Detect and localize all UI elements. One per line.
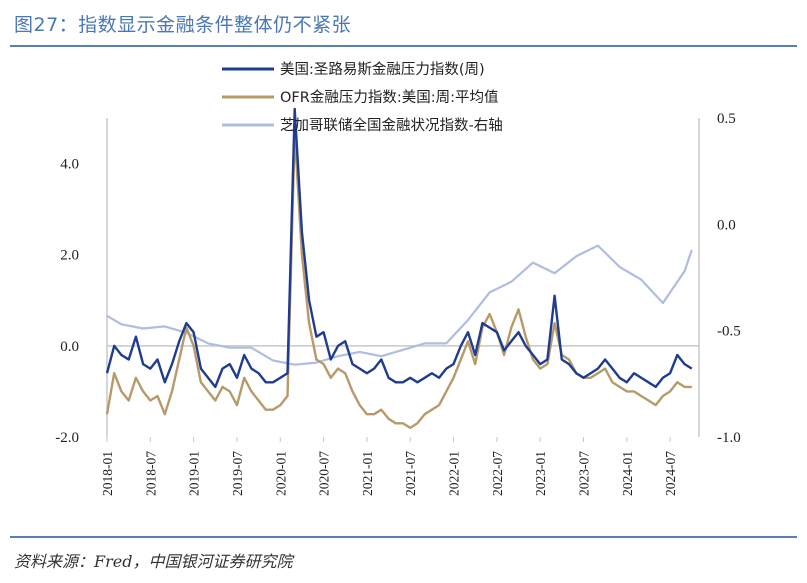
source-note: 资料来源：Fred，中国银河证券研究院 xyxy=(14,552,293,571)
y-right-tick-label: -1.0 xyxy=(717,430,741,446)
x-tick-label: 2018-01 xyxy=(100,451,115,496)
figure-title: 图27：指数显示金融条件整体仍不紧张 xyxy=(14,14,352,36)
series-line-1 xyxy=(105,107,693,389)
source-rule xyxy=(10,536,797,538)
x-tick-label: 2020-01 xyxy=(273,451,288,496)
y-right-tick-label: 0.5 xyxy=(717,111,736,127)
x-tick-label: 2024-07 xyxy=(663,451,678,496)
y-left-tick-label: 2.0 xyxy=(60,248,79,264)
y-left-tick-label: 4.0 xyxy=(60,157,79,173)
legend-label-1: 美国:圣路易斯金融压力指数(周) xyxy=(280,61,485,78)
x-tick-label: 2022-01 xyxy=(447,451,462,496)
x-tick-label: 2020-07 xyxy=(317,451,332,496)
x-tick-label: 2024-01 xyxy=(620,451,635,496)
x-tick-label: 2019-07 xyxy=(230,451,245,496)
title-rule xyxy=(10,45,797,47)
x-tick-label: 2021-07 xyxy=(403,451,418,496)
y-left-tick-label: -2.0 xyxy=(55,430,79,446)
x-tick-label: 2023-01 xyxy=(533,451,548,496)
y-left-tick-label: 0.0 xyxy=(60,339,79,355)
x-tick-label: 2022-07 xyxy=(490,451,505,496)
y-right-tick-label: -0.5 xyxy=(717,324,741,340)
y-right-tick-label: 0.0 xyxy=(717,217,736,233)
legend-label-2: OFR金融压力指数:美国:周:平均值 xyxy=(280,89,498,106)
x-tick-label: 2021-01 xyxy=(360,451,375,496)
x-tick-label: 2018-07 xyxy=(143,451,158,496)
x-tick-label: 2019-01 xyxy=(187,451,202,496)
series-line-3 xyxy=(106,244,693,366)
x-tick-label: 2023-07 xyxy=(576,451,591,496)
series-line-2 xyxy=(105,130,692,430)
legend-label-3: 芝加哥联储全国金融状况指数-右轴 xyxy=(280,116,503,134)
